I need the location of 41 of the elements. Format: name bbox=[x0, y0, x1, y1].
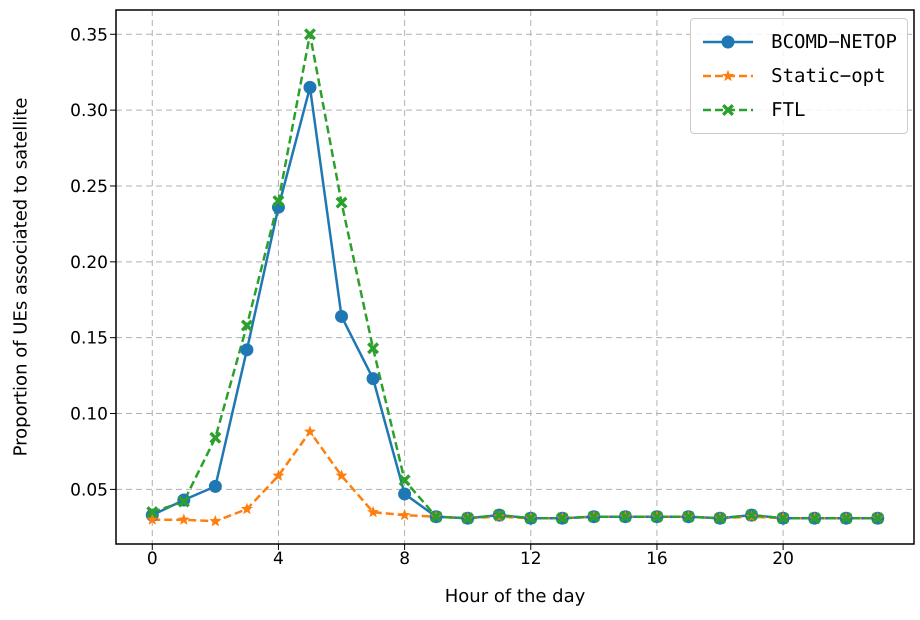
point bbox=[304, 425, 316, 437]
point bbox=[146, 506, 158, 518]
point bbox=[367, 506, 380, 518]
x-tick-label: 12 bbox=[520, 549, 542, 570]
y-tick-label: 0.15 bbox=[70, 328, 108, 349]
x-tick-label: 16 bbox=[646, 549, 668, 570]
legend-label: FTL bbox=[771, 99, 806, 121]
x-tick-label: 20 bbox=[772, 549, 794, 570]
point bbox=[178, 513, 190, 525]
point bbox=[209, 514, 222, 526]
point bbox=[208, 480, 222, 493]
point bbox=[146, 513, 158, 525]
point bbox=[240, 502, 253, 514]
point bbox=[398, 508, 411, 520]
point bbox=[303, 80, 316, 94]
y-tick-label: 0.30 bbox=[70, 101, 108, 122]
point bbox=[272, 469, 284, 481]
point bbox=[366, 372, 380, 386]
x-axis-title: Hour of the day bbox=[444, 586, 586, 607]
y-tick-label: 0.25 bbox=[70, 177, 108, 198]
legend-label: BCOMD−NETOP bbox=[771, 31, 897, 53]
point bbox=[272, 195, 284, 208]
point bbox=[336, 469, 348, 481]
x-tick-label: 4 bbox=[273, 549, 284, 570]
y-tick-label: 0.10 bbox=[70, 404, 108, 425]
point bbox=[240, 343, 254, 356]
point bbox=[367, 342, 380, 354]
x-tick-label: 0 bbox=[146, 549, 158, 570]
point bbox=[398, 474, 411, 486]
x-tick-label: 8 bbox=[399, 549, 410, 570]
point bbox=[335, 310, 348, 323]
point bbox=[240, 320, 253, 332]
point bbox=[304, 28, 316, 40]
y-axis-title: Proportion of UEs associated to satellite bbox=[10, 98, 32, 456]
point bbox=[398, 487, 412, 500]
legend-label: Static−opt bbox=[771, 65, 886, 87]
y-tick-label: 0.20 bbox=[70, 252, 108, 273]
y-tick-label: 0.05 bbox=[70, 480, 108, 500]
point bbox=[336, 196, 348, 209]
point bbox=[209, 432, 222, 444]
y-tick-label: 0.35 bbox=[70, 25, 108, 46]
